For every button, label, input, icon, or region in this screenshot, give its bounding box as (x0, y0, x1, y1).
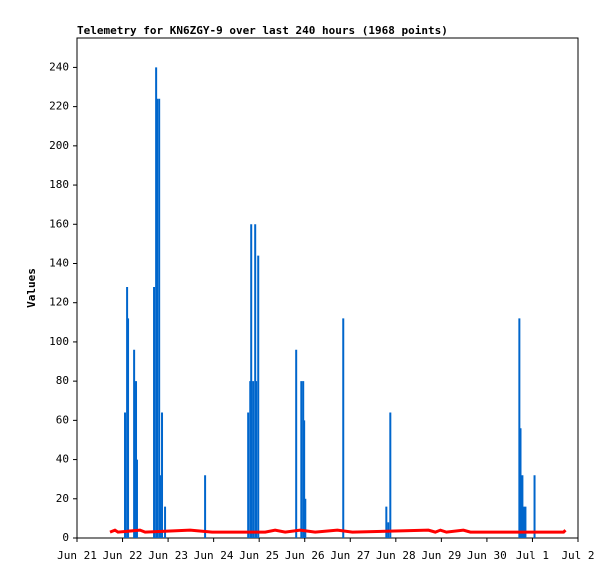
y-tick-label: 160 (49, 217, 69, 230)
y-tick-label: 220 (49, 100, 69, 113)
y-tick-label: 120 (49, 296, 69, 309)
x-tick-label: Jul 2 (561, 549, 594, 562)
x-tick-label: Jun 21 (57, 549, 97, 562)
y-tick-label: 0 (62, 531, 69, 544)
x-tick-label: Jul 1 (516, 549, 549, 562)
x-tick-label: Jun 23 (148, 549, 188, 562)
y-tick-label: 240 (49, 60, 69, 73)
y-tick-label: 80 (56, 374, 69, 387)
y-tick-label: 100 (49, 335, 69, 348)
y-tick-label: 140 (49, 256, 69, 269)
x-tick-label: Jun 26 (285, 549, 325, 562)
series-line (109, 528, 567, 534)
x-tick-label: Jun 29 (421, 549, 461, 562)
chart-title: Telemetry for KN6ZGY-9 over last 240 hou… (77, 24, 448, 37)
y-tick-label: 20 (56, 492, 69, 505)
plot-frame (76, 37, 579, 539)
x-tick-label: Jun 24 (194, 549, 234, 562)
x-tick-label: Jun 28 (376, 549, 416, 562)
y-tick-label: 200 (49, 139, 69, 152)
x-tick-label: Jun 25 (239, 549, 279, 562)
x-tick-label: Jun 27 (330, 549, 370, 562)
y-axis-label: Values (25, 268, 38, 308)
x-tick-label: Jun 30 (467, 549, 507, 562)
x-tick-label: Jun 22 (103, 549, 143, 562)
y-tick-label: 180 (49, 178, 69, 191)
y-tick-label: 40 (56, 453, 69, 466)
y-tick-label: 60 (56, 413, 69, 426)
